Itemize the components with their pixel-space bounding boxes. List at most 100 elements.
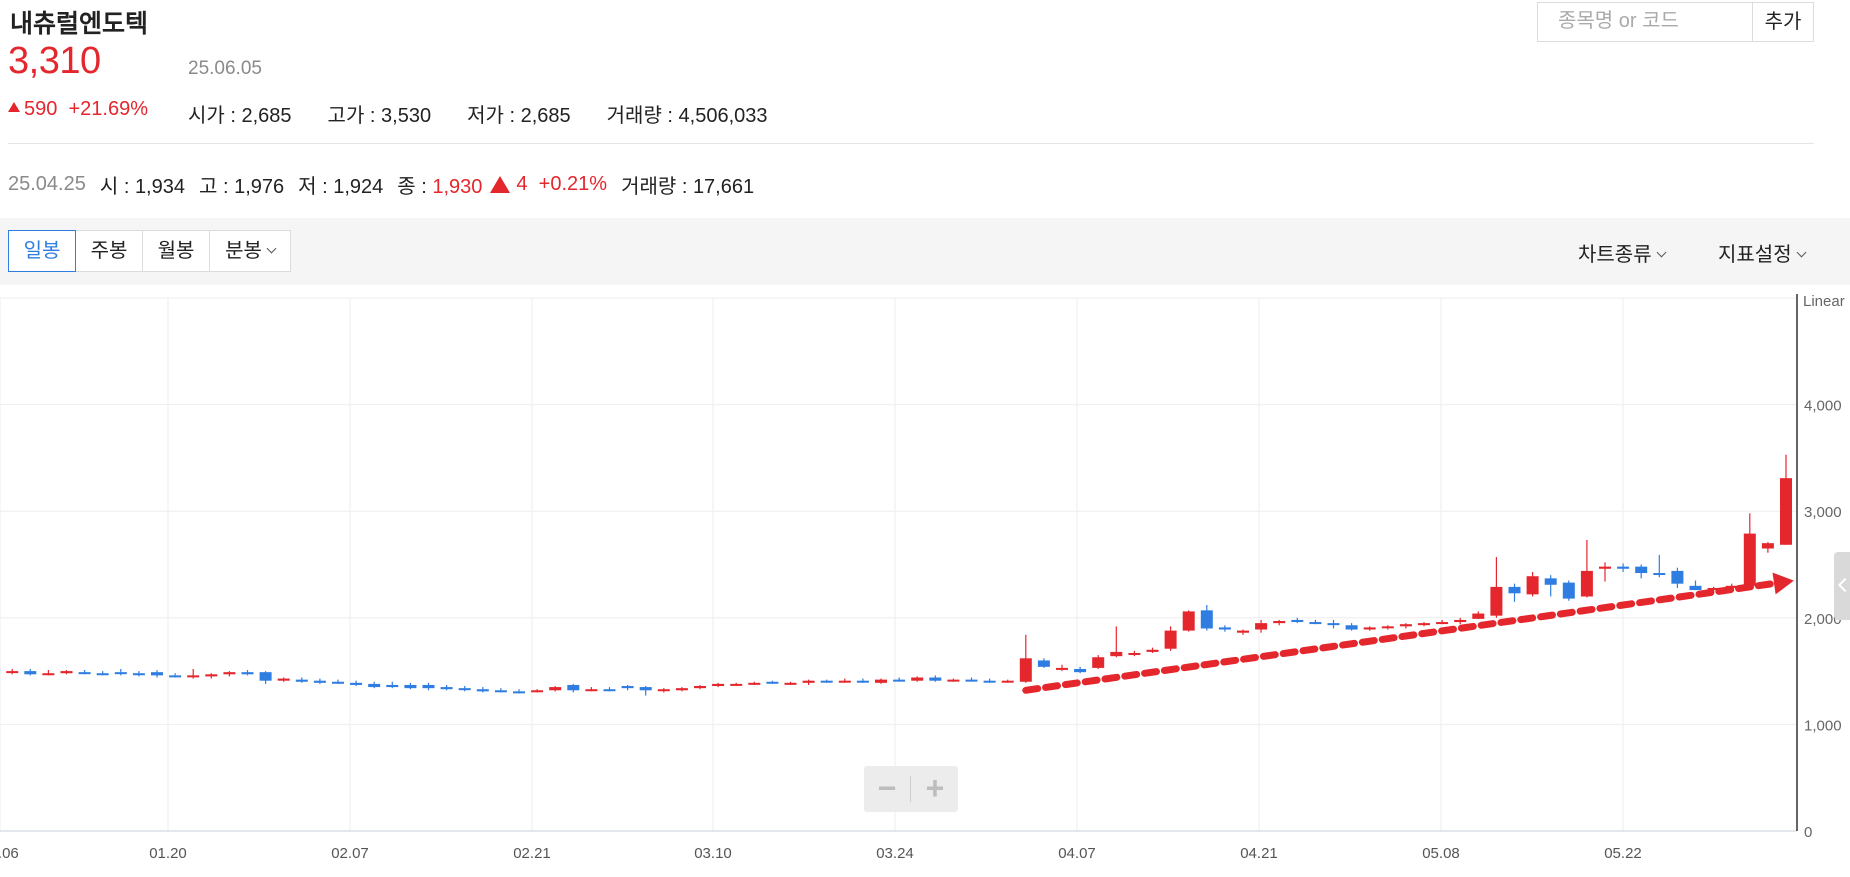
candle-body xyxy=(78,672,91,675)
prev-day-summary: 25.04.25 시 : 1,934 고 : 1,976 저 : 1,924 종… xyxy=(8,170,754,199)
candle-body xyxy=(1092,657,1105,668)
candle-body xyxy=(1164,630,1177,649)
candle-body xyxy=(42,673,55,676)
candle-body xyxy=(1436,622,1449,625)
candle-body xyxy=(1599,566,1611,569)
chart-toolbar xyxy=(0,218,1850,285)
candle-body xyxy=(1001,680,1014,683)
tab-monthly[interactable]: 월봉 xyxy=(142,230,210,272)
candle-body xyxy=(60,671,73,674)
candle-body xyxy=(766,681,779,684)
candle-body xyxy=(1037,660,1050,667)
candle-body xyxy=(784,682,797,685)
candle-body xyxy=(1689,585,1702,591)
candle-body xyxy=(96,673,109,676)
x-tick-label: 02.21 xyxy=(513,845,551,862)
candle-body xyxy=(838,680,851,683)
candle-body xyxy=(1454,619,1467,623)
zoom-separator xyxy=(910,776,911,802)
prev-high: 고 : 1,976 xyxy=(199,176,285,198)
candle-body xyxy=(350,682,363,685)
candle-body xyxy=(639,687,652,691)
candle-body xyxy=(657,689,670,692)
x-tick-label: 03.24 xyxy=(876,845,914,862)
candle-body xyxy=(603,689,616,692)
candle-body xyxy=(1544,578,1557,585)
period-tabs: 일봉 주봉 월봉 분봉 xyxy=(8,230,291,272)
stock-search-input[interactable] xyxy=(1538,3,1758,39)
candle-body xyxy=(277,678,290,681)
candle-body xyxy=(422,684,435,689)
candle-body xyxy=(440,687,453,690)
candle-body xyxy=(1291,619,1304,623)
add-button[interactable]: 추가 xyxy=(1752,2,1814,42)
candle-body xyxy=(1418,623,1430,626)
x-tick-label: 01.20 xyxy=(149,845,187,862)
prev-low: 저 : 1,924 xyxy=(298,176,384,198)
x-tick-label: 03.10 xyxy=(694,845,732,862)
current-price: 3,310 xyxy=(8,40,101,82)
y-tick-label: 4,000 xyxy=(1804,398,1842,415)
candle-body xyxy=(132,673,145,676)
tab-weekly[interactable]: 주봉 xyxy=(75,230,143,272)
candle-body xyxy=(1237,630,1249,633)
candle-body xyxy=(1526,576,1539,595)
x-tick-label: 05.08 xyxy=(1422,845,1460,862)
candle-body xyxy=(513,691,525,694)
chevron-left-icon xyxy=(1837,577,1850,593)
side-panel-handle[interactable] xyxy=(1834,552,1850,620)
candle-body xyxy=(259,672,272,681)
candle-body xyxy=(531,690,544,693)
candle-body xyxy=(1056,667,1068,670)
candle-body xyxy=(151,672,163,676)
chart-type-dropdown[interactable]: 차트종류 xyxy=(1578,238,1667,267)
candle-body xyxy=(1019,658,1032,682)
candle-body xyxy=(567,684,580,691)
tab-minute[interactable]: 분봉 xyxy=(209,230,291,272)
candle-body xyxy=(1128,652,1141,655)
candle-body xyxy=(911,677,924,681)
price-change: 590 +21.69% xyxy=(8,98,148,121)
up-triangle-icon xyxy=(8,102,20,112)
candle-body xyxy=(1508,586,1521,594)
tab-daily[interactable]: 일봉 xyxy=(8,230,76,272)
candle-body xyxy=(332,681,344,684)
search-box xyxy=(1537,2,1758,42)
prev-close: 종 : 1,930 xyxy=(397,176,483,198)
prev-volume: 거래량 : 17,661 xyxy=(621,176,755,198)
prev-change-percent: +0.21% xyxy=(538,173,608,195)
candle-body xyxy=(241,672,254,675)
price-date: 25.06.05 xyxy=(188,58,262,79)
candle-body xyxy=(549,687,562,691)
chevron-down-icon xyxy=(1796,247,1807,258)
prev-open: 시 : 1,934 xyxy=(99,176,185,198)
trend-arrow-head xyxy=(1772,572,1794,595)
candle-body xyxy=(1472,613,1485,619)
x-tick-label: 05.22 xyxy=(1604,845,1642,862)
zoom-in-button[interactable]: + xyxy=(925,770,945,806)
candle-body xyxy=(386,684,399,688)
y-tick-label: 2,000 xyxy=(1804,611,1842,628)
chevron-down-icon xyxy=(1656,247,1667,258)
candle-body xyxy=(1671,570,1684,584)
candle-body xyxy=(313,680,326,683)
trend-arrow-line xyxy=(1022,579,1784,694)
prev-date: 25.04.25 xyxy=(8,173,86,195)
candlestick-chart[interactable]: 0 1,000 2,000 3,000 4,000 Linear 01.06 01.20 02.… xyxy=(0,290,1850,877)
candle-body xyxy=(24,671,37,675)
candle-body xyxy=(1146,649,1159,652)
candle-body xyxy=(1617,566,1630,569)
chevron-down-icon xyxy=(266,243,277,254)
candle-body xyxy=(1399,624,1412,627)
candle-body xyxy=(458,688,471,691)
indicator-settings-dropdown[interactable]: 지표설정 xyxy=(1718,238,1807,267)
candle-body xyxy=(1490,586,1503,616)
candle-body xyxy=(223,672,236,675)
candle-body xyxy=(1761,543,1774,549)
candle-body xyxy=(1218,627,1231,630)
zoom-out-button[interactable]: − xyxy=(877,770,897,806)
up-triangle-icon xyxy=(490,176,511,193)
candle-body xyxy=(1074,668,1087,673)
candle-body xyxy=(1363,627,1376,630)
candle-body xyxy=(1200,610,1213,629)
